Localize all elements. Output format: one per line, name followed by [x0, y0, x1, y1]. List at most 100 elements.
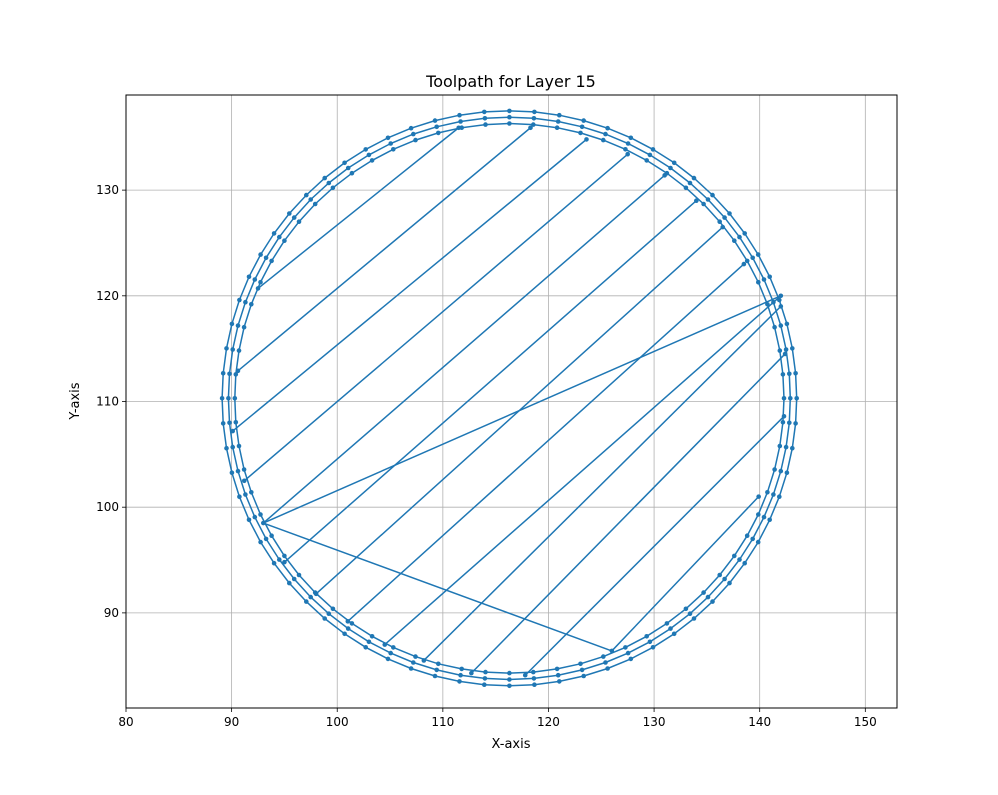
- perimeter-point: [531, 116, 537, 121]
- perimeter-point: [326, 180, 332, 186]
- perimeter-point: [750, 255, 755, 261]
- infill-endpoint: [782, 351, 788, 357]
- perimeter-point: [644, 634, 649, 639]
- perimeter-point: [388, 650, 394, 656]
- perimeter-point: [603, 660, 608, 665]
- perimeter-point: [236, 348, 242, 353]
- perimeter-point: [287, 580, 292, 586]
- perimeter-point: [269, 533, 274, 538]
- perimeter-point: [246, 274, 252, 280]
- perimeter-point: [664, 621, 670, 626]
- y-tick-label: 110: [96, 395, 119, 409]
- x-tick-label: 110: [431, 715, 454, 729]
- perimeter-point: [755, 539, 761, 545]
- perimeter-point: [647, 152, 653, 158]
- infill-segment: [257, 127, 460, 289]
- infill-endpoint: [469, 670, 474, 676]
- perimeter-point: [750, 536, 755, 542]
- plot-series: [219, 108, 799, 689]
- perimeter-point: [269, 258, 274, 264]
- perimeter-point: [363, 147, 369, 152]
- perimeter-point: [772, 324, 777, 330]
- perimeter-point: [761, 514, 767, 520]
- perimeter-point: [263, 536, 269, 542]
- perimeter-point: [784, 321, 790, 327]
- infill-endpoint: [584, 137, 589, 142]
- perimeter-point: [457, 112, 462, 118]
- perimeter-point: [366, 639, 372, 645]
- perimeter-point: [388, 141, 394, 146]
- y-tick-label: 90: [104, 606, 119, 620]
- perimeter-point: [771, 492, 776, 497]
- perimeter-point: [436, 661, 441, 667]
- perimeter-point: [385, 656, 391, 662]
- perimeter-point: [434, 667, 440, 673]
- perimeter-point: [235, 323, 241, 328]
- perimeter-point: [767, 274, 772, 280]
- infill-endpoint: [456, 125, 461, 131]
- infill-segment: [524, 415, 785, 676]
- perimeter-point: [457, 679, 462, 684]
- infill-endpoint: [230, 428, 235, 434]
- perimeter-point: [233, 420, 239, 425]
- perimeter-point: [650, 645, 656, 650]
- perimeter-point: [345, 165, 351, 171]
- perimeter-point: [227, 371, 232, 377]
- perimeter-point: [579, 667, 585, 673]
- x-tick-label: 120: [537, 715, 560, 729]
- perimeter-point: [342, 631, 347, 637]
- perimeter-point: [308, 594, 314, 600]
- perimeter-point: [235, 468, 241, 474]
- infill-endpoint: [282, 559, 287, 565]
- perimeter-point: [532, 682, 537, 687]
- perimeter-point: [761, 277, 767, 282]
- grid-lines: [125, 95, 897, 708]
- perimeter-point: [243, 299, 248, 305]
- perimeter-point: [226, 396, 231, 401]
- infill-endpoint: [662, 173, 667, 178]
- perimeter-point: [767, 517, 772, 523]
- perimeter-point: [369, 158, 375, 163]
- infill-segment: [283, 200, 697, 563]
- perimeter-point: [229, 470, 235, 476]
- perimeter-point: [793, 421, 798, 426]
- perimeter-point: [237, 297, 242, 303]
- perimeter-point: [413, 654, 418, 659]
- perimeter-point: [241, 467, 247, 472]
- perimeter-point: [780, 372, 786, 377]
- perimeter-point: [668, 165, 673, 171]
- perimeter-point: [282, 553, 287, 559]
- perimeter-point: [650, 147, 656, 152]
- perimeter-point: [705, 197, 711, 202]
- perimeter-point: [224, 346, 229, 351]
- perimeter-point: [322, 175, 328, 181]
- perimeter-point: [554, 666, 560, 672]
- infill-endpoint: [778, 304, 784, 309]
- perimeter-point: [710, 599, 715, 604]
- perimeter-point: [434, 124, 440, 130]
- infill-endpoint: [720, 224, 726, 230]
- perimeter-point: [296, 219, 302, 224]
- infill-endpoint: [241, 478, 247, 484]
- perimeter-point: [732, 238, 737, 243]
- perimeter-point: [413, 137, 418, 143]
- perimeter-point: [227, 420, 232, 426]
- perimeter-point: [296, 572, 302, 578]
- perimeter-point: [391, 147, 396, 152]
- perimeter-point: [605, 125, 610, 131]
- perimeter-point: [668, 626, 673, 631]
- perimeter-point: [482, 682, 487, 687]
- perimeter-point: [601, 654, 606, 659]
- perimeter-point: [787, 371, 792, 377]
- perimeter-point: [581, 673, 586, 679]
- perimeter-point: [683, 606, 689, 612]
- perimeter-point: [603, 131, 608, 137]
- perimeter-point: [366, 152, 372, 158]
- perimeter-point: [578, 661, 583, 667]
- infill-segment: [262, 174, 666, 524]
- infill-segment: [470, 353, 786, 674]
- perimeter-point: [531, 669, 536, 675]
- perimeter-point: [683, 185, 689, 191]
- perimeter-point: [701, 590, 706, 595]
